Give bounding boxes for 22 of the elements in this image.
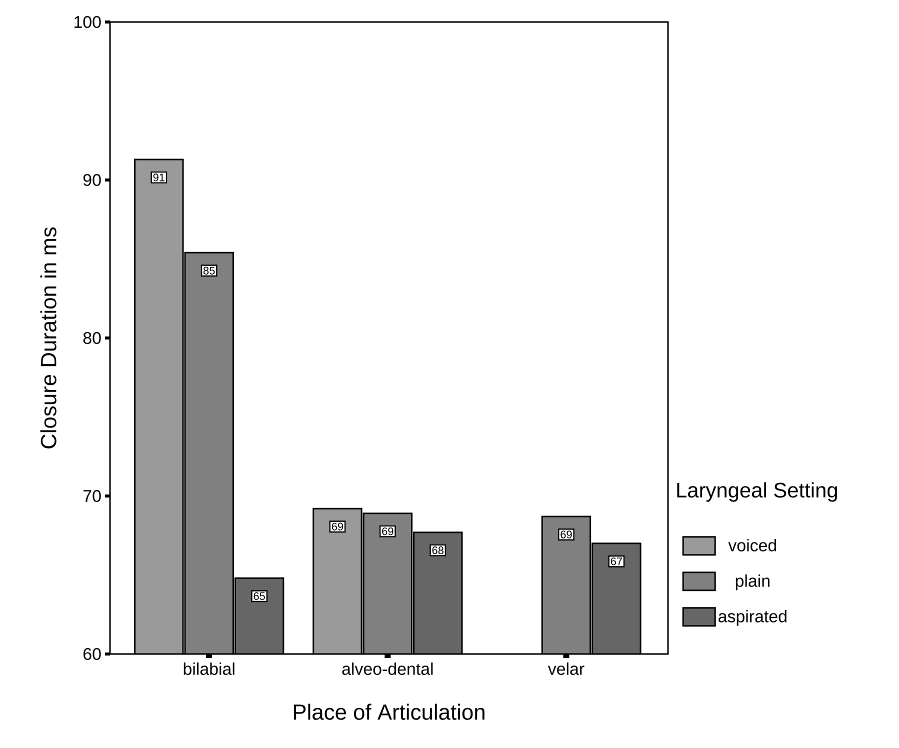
legend-label: plain xyxy=(736,574,770,590)
legend-title: Laryngeal Setting xyxy=(677,482,837,502)
data-label: 67 xyxy=(610,557,622,566)
y-tick-label: 80 xyxy=(83,332,101,344)
data-label: 65 xyxy=(254,592,265,600)
data-label: 69 xyxy=(382,527,394,536)
data-label: 69 xyxy=(560,530,572,538)
data-label: 69 xyxy=(332,522,344,530)
data-label: 91 xyxy=(153,174,164,182)
x-axis-title: Place of Articulation xyxy=(294,704,484,720)
x-tick-label: velar xyxy=(548,662,584,675)
y-tick-label: 90 xyxy=(83,174,101,186)
data-label: 68 xyxy=(432,546,444,554)
y-tick-label: 60 xyxy=(84,648,101,660)
y-axis-title: Closure Duration in ms xyxy=(40,227,56,448)
x-tick-label: bilabial xyxy=(184,662,234,675)
y-tick-label: 100 xyxy=(74,16,101,28)
legend-label: voiced xyxy=(728,538,776,552)
y-tick-label: 70 xyxy=(84,490,101,502)
data-label: 85 xyxy=(203,266,215,275)
x-tick-label: alveo-dental xyxy=(342,662,433,675)
legend-label: aspirated xyxy=(718,610,786,626)
